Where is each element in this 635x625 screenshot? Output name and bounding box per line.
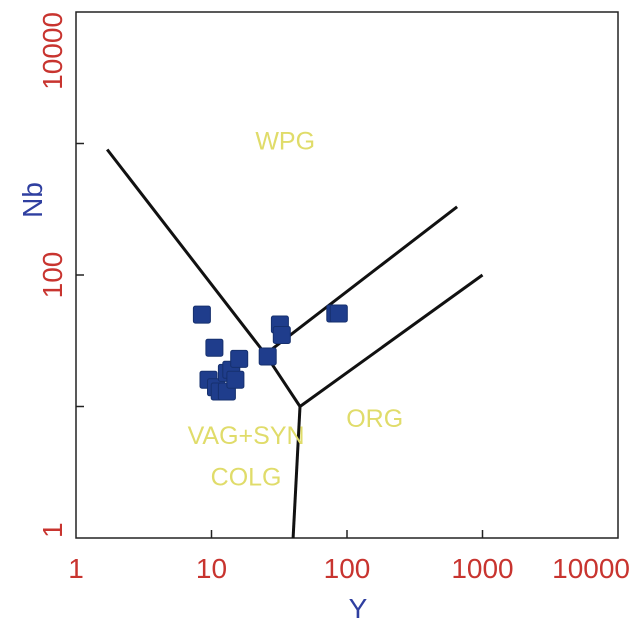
data-point — [226, 370, 245, 389]
data-point — [192, 305, 211, 324]
region-label-colg: COLG — [211, 464, 282, 492]
region-label-wpg: WPG — [255, 128, 315, 156]
y-tick-label: 1 — [37, 522, 68, 538]
data-point — [272, 326, 291, 344]
region-label-vag-syn: VAG+SYN — [188, 422, 305, 450]
x-tick-label: 100 — [324, 553, 371, 584]
x-axis-title: Y — [349, 593, 368, 624]
x-tick-label: 10000 — [552, 553, 630, 584]
x-tick-label: 1000 — [451, 553, 513, 584]
boundary-line-4 — [291, 406, 302, 539]
data-point — [205, 338, 224, 357]
data-point — [230, 349, 249, 368]
y-tick-label: 10000 — [37, 12, 68, 90]
data-point — [329, 304, 348, 323]
boundary-line-2 — [264, 205, 459, 356]
plot-frame — [75, 11, 619, 539]
boundary-line-3 — [299, 273, 484, 408]
region-label-org: ORG — [346, 405, 403, 433]
x-tick-label: 1 — [68, 553, 84, 584]
x-tick-label: 10 — [196, 553, 227, 584]
data-point — [258, 347, 277, 366]
y-tick-label: 100 — [37, 252, 68, 299]
y-axis-title: Nb — [17, 182, 48, 218]
